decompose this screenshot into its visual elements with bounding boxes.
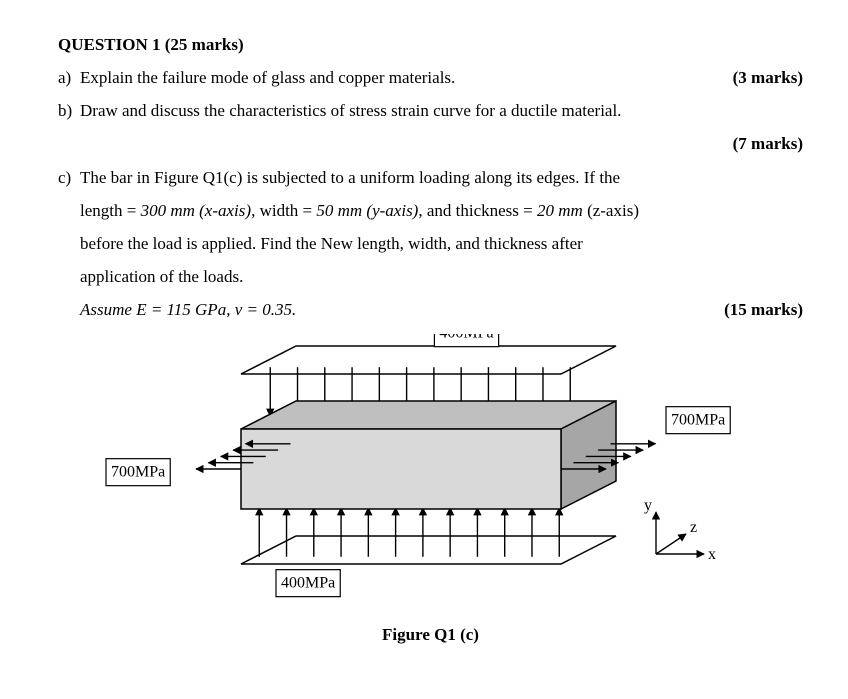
part-c-line1: The bar in Figure Q1(c) is subjected to … [80, 161, 803, 194]
svg-text:x: x [708, 546, 716, 563]
part-c-line2: length = 300 mm (x-axis), width = 50 mm … [80, 194, 803, 227]
part-a-text: Explain the failure mode of glass and co… [80, 61, 455, 94]
svg-text:700MPa: 700MPa [671, 412, 725, 429]
figure-svg: 400MPa 400MPa 700MPa 700MPa x y z [71, 334, 791, 614]
c-l2-em1: 300 mm (x-axis) [141, 201, 251, 220]
svg-text:700MPa: 700MPa [111, 464, 165, 481]
part-c-marks: (15 marks) [724, 293, 803, 326]
part-a-marker: a) [58, 61, 80, 94]
part-b-marks: (7 marks) [733, 127, 803, 160]
part-c-line3: before the load is applied. Find the New… [80, 227, 803, 260]
part-c-line4: application of the loads. [80, 260, 803, 293]
part-c-marker: c) [58, 161, 80, 327]
c-l2-mid2: , and thickness = [418, 201, 537, 220]
part-c-assume: Assume E = 115 GPa, ν = 0.35. [80, 293, 296, 326]
part-c-assume-row: Assume E = 115 GPa, ν = 0.35. (15 marks) [80, 293, 803, 326]
c-l2-mid1: , width = [251, 201, 316, 220]
part-b-marks-row: (7 marks) [58, 127, 803, 160]
question-heading: QUESTION 1 (25 marks) [58, 28, 803, 61]
part-c: c) The bar in Figure Q1(c) is subjected … [58, 161, 803, 327]
svg-text:y: y [644, 497, 652, 514]
figure-q1c: 400MPa 400MPa 700MPa 700MPa x y z Figure Q1 (c… [58, 334, 803, 651]
heading-marks: (25 marks) [165, 35, 244, 54]
part-b-marker: b) [58, 94, 80, 127]
svg-text:400MPa: 400MPa [281, 575, 335, 592]
part-b-text: Draw and discuss the characteristics of … [80, 101, 621, 120]
part-a-marks: (3 marks) [733, 61, 803, 94]
part-a: a) Explain the failure mode of glass and… [58, 61, 803, 94]
svg-text:z: z [690, 519, 697, 536]
svg-text:400MPa: 400MPa [439, 334, 493, 342]
c-l2-em2: 50 mm (y-axis) [316, 201, 418, 220]
part-b: b) Draw and discuss the characteristics … [58, 94, 803, 127]
figure-caption: Figure Q1 (c) [382, 618, 479, 651]
c-l2-pre: length = [80, 201, 141, 220]
heading-label: QUESTION 1 [58, 35, 161, 54]
c-l2-post: (z-axis) [583, 201, 639, 220]
c-l2-em3: 20 mm [537, 201, 583, 220]
